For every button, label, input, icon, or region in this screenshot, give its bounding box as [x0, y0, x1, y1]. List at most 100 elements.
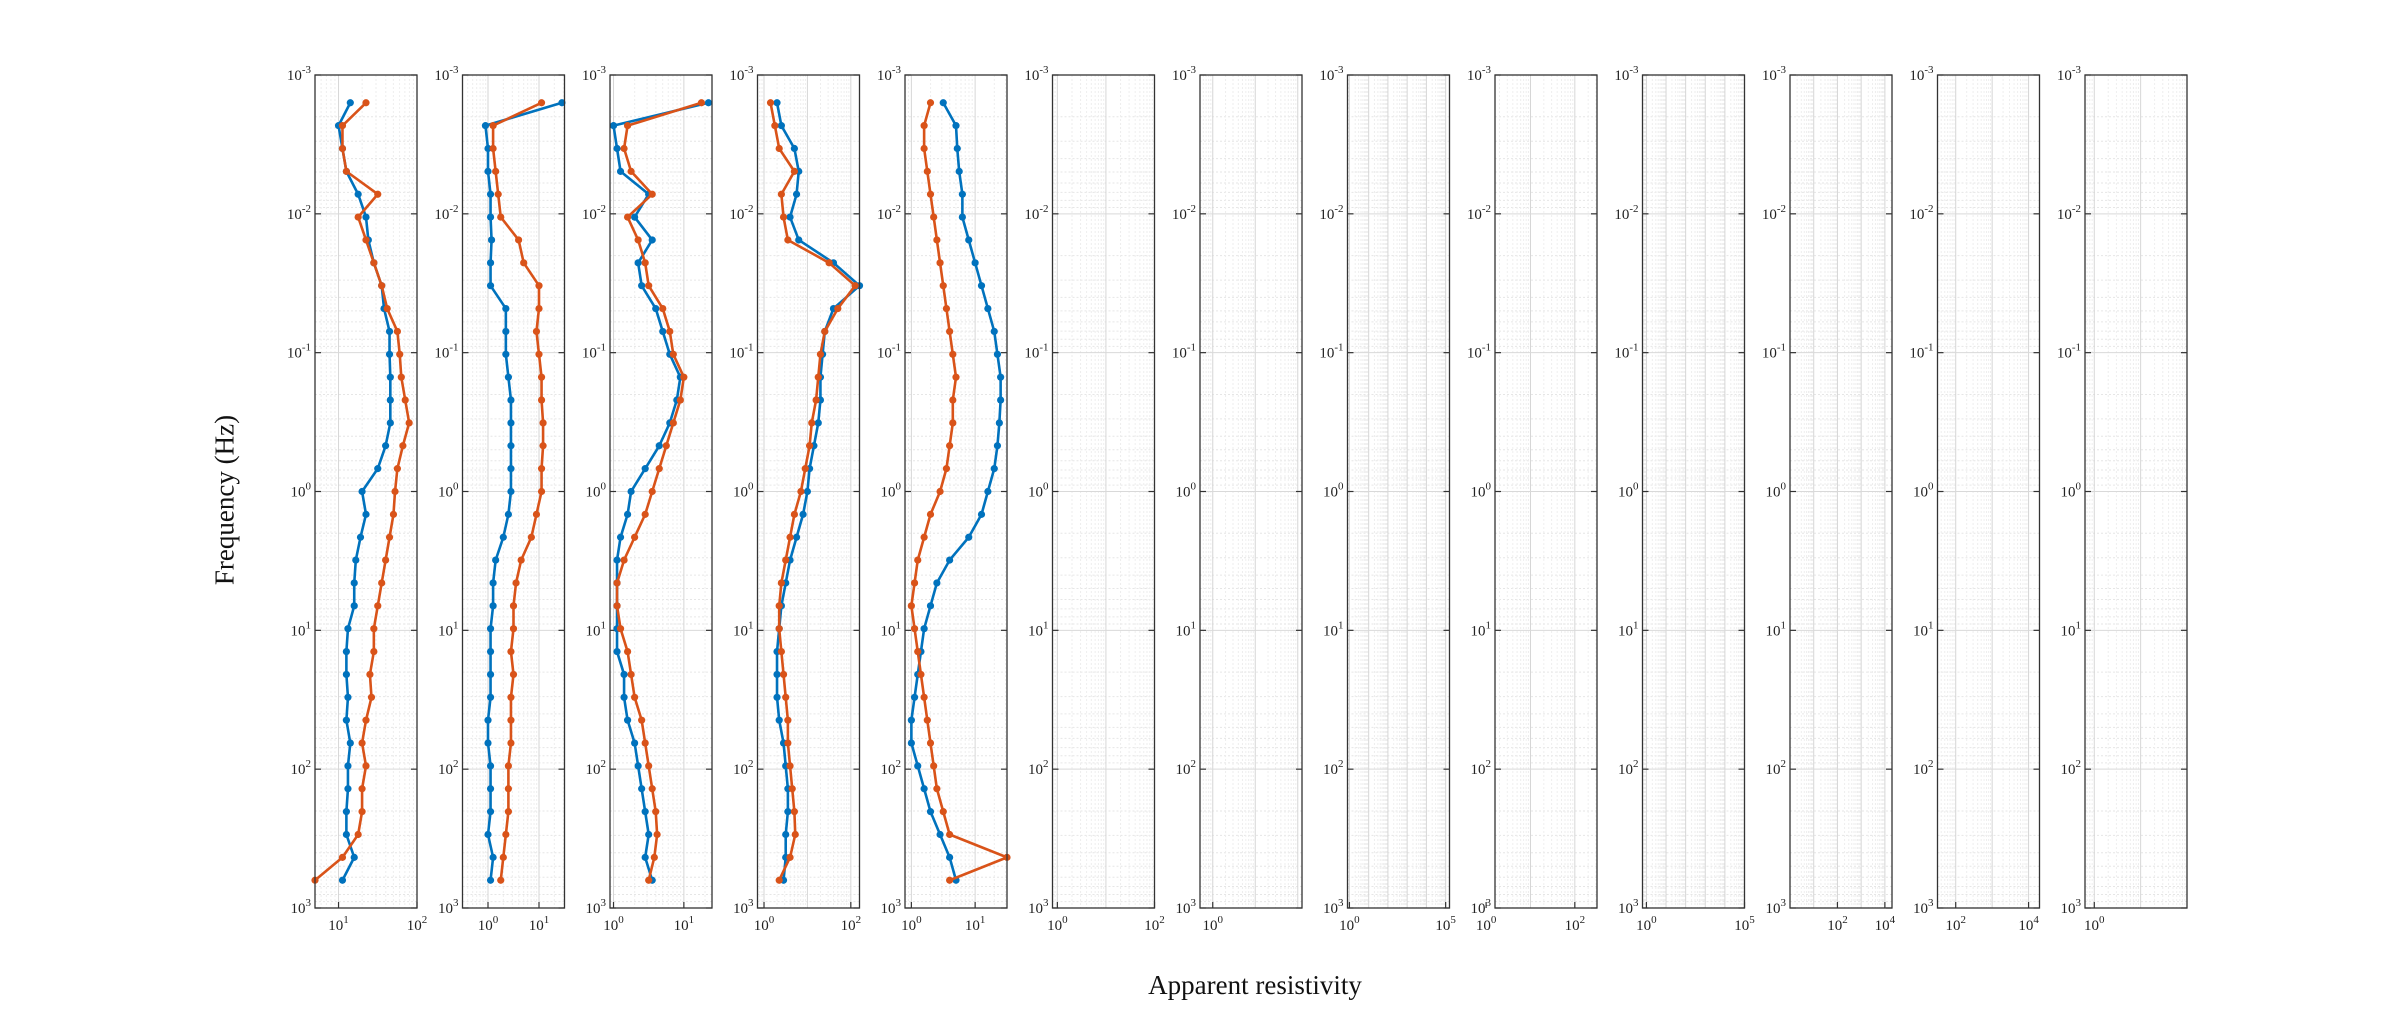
y-tick-label: 103 [1618, 897, 1639, 917]
y-tick-label: 101 [1028, 619, 1049, 639]
series-a-point [344, 625, 352, 633]
y-tick-label: 10-1 [1614, 342, 1638, 362]
series-a-point [990, 465, 998, 473]
series-a-point [356, 533, 365, 541]
series-b-point [504, 762, 512, 770]
y-tick-label: 10-2 [434, 203, 458, 223]
series-b-point [358, 808, 366, 816]
series-a-point [920, 625, 928, 633]
panel-frame [1051, 74, 1156, 909]
series-a-point [484, 144, 492, 153]
series-a-point [620, 670, 628, 679]
series-a-point [907, 739, 915, 747]
series-a-point [631, 213, 639, 221]
series-b-point [537, 487, 546, 496]
series-a-point [502, 304, 510, 313]
x-tick-label: 101 [529, 914, 550, 934]
series-b-point [917, 670, 925, 679]
series-b-point [532, 510, 541, 518]
series-b-point [509, 602, 518, 610]
series-a-point [382, 442, 390, 450]
series-a-point [655, 442, 663, 450]
y-tick-label: 102 [291, 758, 312, 778]
series-b-point [537, 373, 546, 381]
series-b-point [405, 419, 413, 427]
y-tick-label: 103 [1323, 897, 1344, 917]
series-a-point [910, 693, 919, 701]
series-a-point [385, 350, 394, 358]
y-tick-label: 103 [733, 897, 754, 917]
y-tick-label: 101 [1618, 619, 1639, 639]
series-b-point [645, 762, 653, 770]
y-tick-label: 102 [438, 758, 459, 778]
series-b-point [786, 762, 794, 770]
series-b-point [374, 602, 382, 610]
series-b-point [502, 830, 510, 839]
series-b-point [623, 213, 632, 221]
series-b-point [627, 670, 635, 679]
y-tick-label: 10-2 [1319, 203, 1343, 223]
series-a-point [936, 830, 944, 839]
series-b-point [648, 190, 656, 198]
series-a-point [362, 213, 370, 221]
series-b-point [623, 122, 632, 130]
panel-2: 10-3 10-2 10-1 100 101 102 103 100 101 [434, 64, 566, 934]
series-b-point [653, 830, 661, 839]
y-tick-label: 101 [733, 619, 754, 639]
series-a-point [641, 465, 649, 473]
y-tick-label: 10-3 [2057, 64, 2082, 84]
y-tick-label: 10-1 [2057, 342, 2081, 362]
series-a-point [955, 167, 963, 175]
series-b-point [520, 259, 528, 267]
y-tick-label: 10-2 [729, 203, 753, 223]
y-tick-label: 102 [1176, 758, 1197, 778]
series-b-point [385, 533, 394, 541]
y-tick-label: 101 [881, 619, 902, 639]
series-a-point [984, 304, 992, 313]
series-a-point [504, 373, 512, 381]
x-tick-label: 102 [407, 914, 428, 934]
series-a-point [613, 144, 621, 153]
series-b-point [389, 510, 398, 518]
y-tick-label: 10-3 [1467, 64, 1492, 84]
series-a-point [386, 373, 394, 381]
y-tick-label: 10-1 [1172, 342, 1196, 362]
series-b-point [771, 122, 779, 130]
series-a-point [489, 579, 497, 587]
y-tick-label: 10-3 [1762, 64, 1787, 84]
y-tick-label: 10-2 [1467, 203, 1491, 223]
series-b-point [620, 556, 628, 564]
y-tick-label: 103 [1028, 897, 1049, 917]
series-b-point [923, 716, 931, 724]
series-a-point [346, 739, 354, 747]
series-b-point [354, 213, 362, 221]
series-a-point [939, 99, 947, 107]
panel-frame [756, 74, 861, 909]
x-tick-label: 100 [901, 914, 922, 934]
series-b-point [517, 556, 525, 564]
series-a-point [641, 853, 649, 861]
series-b-point [930, 213, 938, 221]
series-b-point [920, 693, 928, 701]
series-b-point [797, 487, 805, 496]
y-tick-label: 10-2 [2057, 203, 2081, 223]
series-b-point [507, 693, 515, 701]
series-a-point [486, 259, 495, 267]
series-a-point [486, 647, 495, 656]
series-b-point [645, 876, 653, 884]
series-b-point [946, 830, 954, 839]
series-a-point [946, 853, 954, 861]
panel-frame [904, 74, 1008, 909]
x-tick-label: 100 [478, 914, 499, 934]
series-b-point [949, 350, 957, 358]
series-b-point [775, 144, 783, 153]
y-tick-label: 100 [733, 481, 754, 501]
series-b-point [812, 396, 820, 404]
x-tick-label: 101 [328, 914, 349, 934]
y-tick-label: 102 [1028, 758, 1049, 778]
series-a-point [997, 373, 1005, 381]
x-tick-label: 104 [1875, 914, 1896, 934]
series-b-point [775, 876, 783, 884]
series-a-point [342, 647, 350, 656]
